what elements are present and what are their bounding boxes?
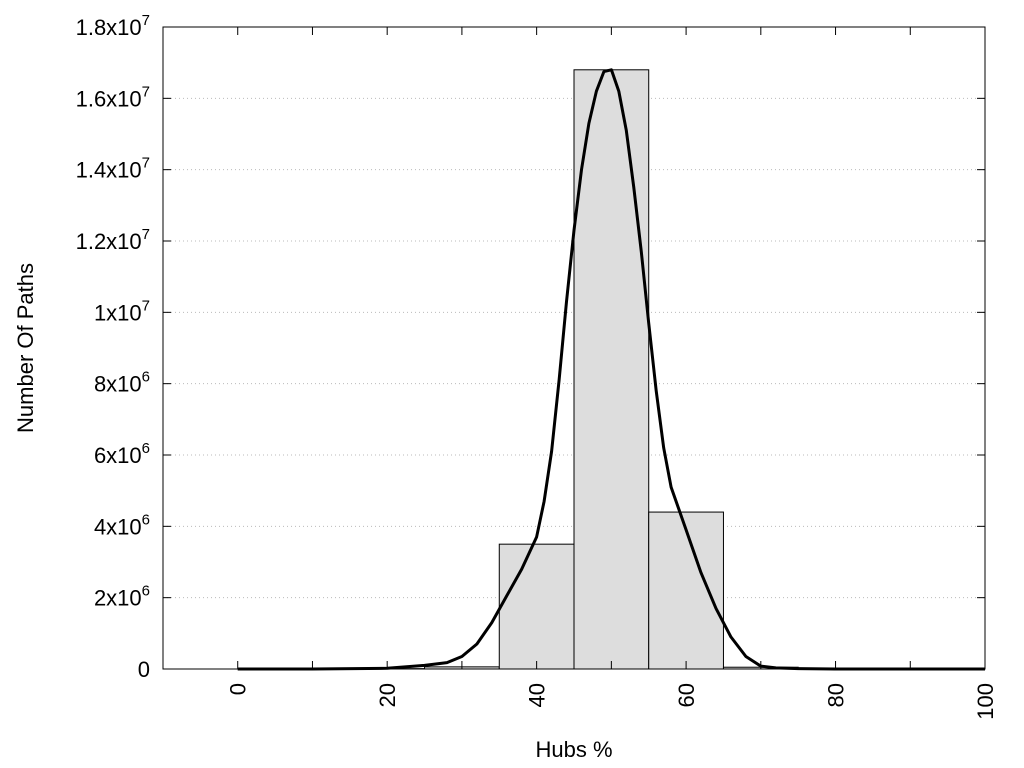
bar — [498, 543, 575, 670]
y-tick-label: 4x106 — [94, 511, 150, 539]
y-axis-label: Number Of Paths — [13, 263, 38, 433]
y-tick-label: 0 — [138, 657, 150, 682]
y-tick-label: 1.6x107 — [76, 83, 150, 111]
x-axis-label: Hubs % — [535, 737, 612, 762]
y-tick-label: 8x106 — [94, 369, 150, 397]
x-tick-label: 60 — [674, 683, 699, 707]
fit-curve — [237, 68, 985, 671]
y-tick-label: 1.8x107 — [76, 12, 150, 40]
y-tick-label: 2x106 — [94, 583, 150, 611]
y-tick-label: 6x106 — [94, 440, 150, 468]
bar — [573, 69, 650, 670]
x-tick-label: 40 — [525, 683, 550, 707]
y-tick-label: 1.2x107 — [76, 226, 150, 254]
bars — [349, 69, 799, 670]
x-tick-label: 100 — [973, 683, 998, 720]
plot-frame — [162, 26, 986, 670]
y-tick-label: 1.4x107 — [76, 155, 150, 183]
bar — [648, 511, 724, 670]
fit-curve-layer — [237, 68, 985, 671]
axis-ticks: 0 2x106 4x106 6x106 8x106 1x107 1.2x107 1.4x107… — [76, 12, 998, 720]
grid-lines — [163, 97, 985, 599]
x-tick-label: 80 — [824, 683, 849, 707]
y-tick-label: 1x107 — [94, 297, 150, 325]
x-tick-label: 20 — [375, 683, 400, 707]
x-tick-label: 0 — [226, 683, 251, 695]
